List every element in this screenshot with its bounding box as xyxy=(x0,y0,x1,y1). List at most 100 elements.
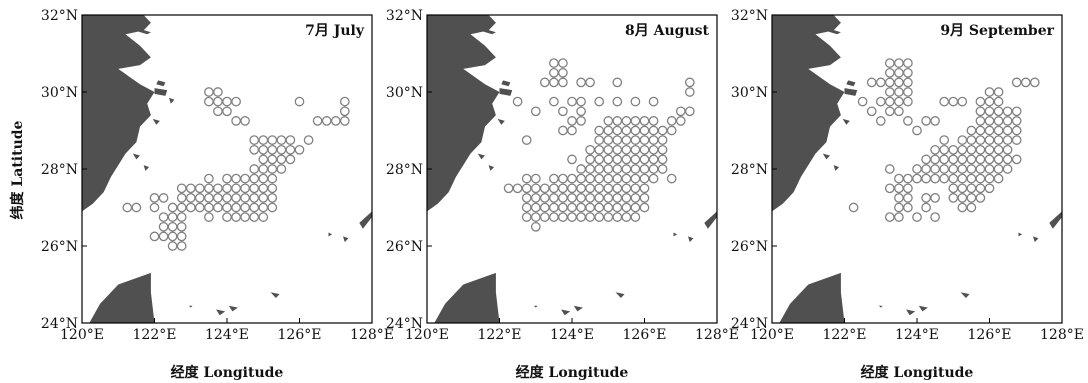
axis-ticks: 120°E 122°E 124°E 126°E 128°E 24°N 26°N 28°N 30°… xyxy=(731,8,1084,343)
y-tick-label: 30°N xyxy=(41,85,78,101)
station-point xyxy=(603,183,614,194)
y-tick-label: 28°N xyxy=(731,162,768,178)
y-tick-label: 24°N xyxy=(731,316,768,332)
station-point xyxy=(585,173,595,184)
station-point xyxy=(621,144,632,155)
station-point xyxy=(603,125,614,136)
island-shape xyxy=(152,118,160,125)
island-shape xyxy=(143,165,150,171)
station-point xyxy=(213,193,223,203)
x-tick-label: 120°E xyxy=(750,327,794,343)
station-point xyxy=(585,77,595,88)
station-point xyxy=(231,212,241,222)
station-point xyxy=(603,173,614,184)
y-tick-label: 32°N xyxy=(41,8,78,24)
y-tick-label: 24°N xyxy=(41,316,78,332)
station-point xyxy=(158,212,169,222)
station-point xyxy=(176,212,187,222)
station-point xyxy=(1011,77,1022,88)
station-point xyxy=(894,212,904,222)
station-point xyxy=(585,164,595,174)
station-point xyxy=(939,164,950,174)
station-point xyxy=(984,116,995,126)
station-point xyxy=(984,154,995,165)
station-point xyxy=(558,77,568,88)
y-tick-label: 32°N xyxy=(731,8,768,24)
land-mass xyxy=(772,15,1062,323)
island-shape xyxy=(573,305,583,312)
station-point xyxy=(530,202,541,213)
station-point xyxy=(1002,135,1013,145)
station-point xyxy=(639,193,650,203)
panel-title: 9月 September xyxy=(940,23,1054,39)
station-point xyxy=(549,173,559,184)
station-point xyxy=(957,154,968,165)
x-tick-label: 122°E xyxy=(478,327,522,343)
station-point xyxy=(939,96,950,107)
station-point xyxy=(930,212,940,222)
station-point xyxy=(530,193,541,203)
station-point xyxy=(558,173,568,184)
station-point xyxy=(222,173,232,184)
station-point xyxy=(894,183,904,194)
station-point xyxy=(930,164,940,174)
station-point xyxy=(648,173,659,184)
mainland-shape xyxy=(82,15,155,212)
island-shape xyxy=(615,292,625,298)
station-point xyxy=(549,193,559,203)
station-point xyxy=(167,241,178,251)
station-point xyxy=(984,144,995,155)
station-point xyxy=(975,193,986,203)
station-point xyxy=(222,96,232,107)
station-point xyxy=(204,173,214,184)
station-point xyxy=(603,202,614,213)
station-point xyxy=(276,154,287,165)
station-point xyxy=(267,183,278,194)
station-point xyxy=(666,125,677,136)
station-point xyxy=(884,183,895,194)
station-point xyxy=(875,77,886,88)
island-shape xyxy=(156,80,166,87)
station-point xyxy=(558,202,568,213)
station-point xyxy=(984,87,995,97)
station-point xyxy=(539,202,550,213)
station-point xyxy=(567,183,577,194)
island-shape xyxy=(1018,232,1023,237)
station-point xyxy=(621,193,632,203)
station-point xyxy=(903,96,913,107)
axis-ticks: 120°E 122°E 124°E 126°E 128°E 24°N 26°N 28°N 30°… xyxy=(386,8,739,343)
station-point xyxy=(1002,106,1013,117)
station-point xyxy=(975,144,986,155)
x-tick-label: 126°E xyxy=(968,327,1012,343)
station-point xyxy=(176,202,187,213)
island-shape xyxy=(918,305,928,312)
station-point xyxy=(993,116,1004,126)
station-point xyxy=(530,183,541,194)
station-point xyxy=(921,164,931,174)
station-point xyxy=(1029,77,1040,88)
island-shape xyxy=(121,24,151,35)
station-point xyxy=(285,144,296,155)
station-point xyxy=(158,193,169,203)
station-point xyxy=(666,173,677,184)
station-point xyxy=(894,96,904,107)
island-shape xyxy=(132,153,140,160)
island-shape xyxy=(501,80,511,87)
station-point xyxy=(267,193,278,203)
station-point xyxy=(866,77,877,88)
island-shape xyxy=(878,305,883,308)
station-point xyxy=(585,144,595,155)
station-point xyxy=(603,135,614,145)
panel-july: 120°E 122°E 124°E 126°E 128°E 24°N 26°N 28°N 30°… xyxy=(41,8,394,381)
station-point xyxy=(158,221,169,232)
station-point xyxy=(231,173,241,184)
station-point xyxy=(921,193,931,203)
island-shape xyxy=(561,309,571,316)
station-point xyxy=(1002,144,1013,155)
station-point xyxy=(249,183,260,194)
station-point xyxy=(648,135,659,145)
station-point xyxy=(185,193,196,203)
station-point xyxy=(222,193,232,203)
station-point xyxy=(1011,154,1022,165)
station-point xyxy=(684,87,695,97)
